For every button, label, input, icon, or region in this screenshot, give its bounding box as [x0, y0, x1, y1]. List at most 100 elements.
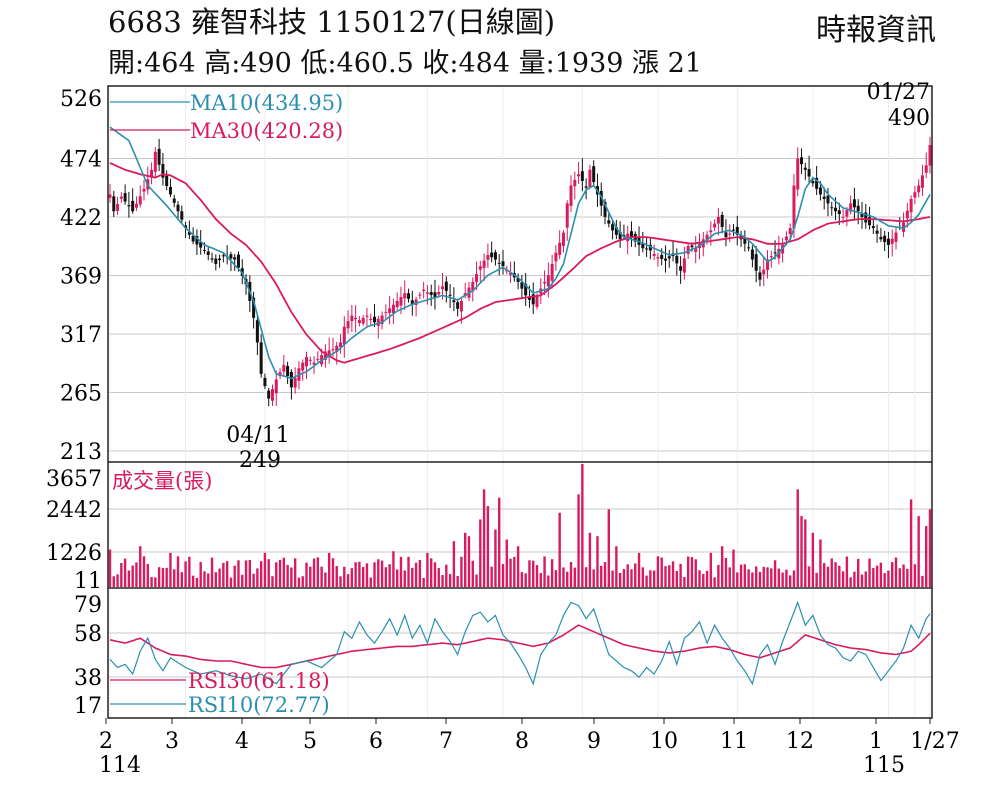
candle-body: [750, 249, 754, 260]
candle-body: [233, 257, 237, 260]
volume-bar: [486, 506, 490, 587]
candle-body: [127, 205, 131, 207]
candle-body: [728, 233, 732, 235]
candle-body: [346, 321, 350, 329]
volume-bar: [683, 577, 686, 587]
volume-bar: [365, 563, 369, 587]
volume-bar: [868, 558, 871, 587]
x-tick-label: 8: [515, 729, 529, 754]
volume-bar: [358, 561, 361, 587]
volume-bar: [592, 569, 595, 587]
volume-bar: [441, 575, 444, 587]
candle-body: [520, 282, 524, 289]
candle-body: [206, 251, 210, 255]
candle-body: [834, 207, 838, 212]
x-tick-label: 6: [369, 729, 383, 754]
volume-bar: [169, 552, 172, 587]
candle-body: [153, 151, 157, 172]
candle-body: [448, 294, 452, 296]
volume-bar: [411, 567, 414, 587]
chart-title: 6683 雍智科技 1150127(日線圖): [108, 5, 556, 39]
candle-body: [561, 232, 565, 246]
candle-body: [554, 252, 558, 262]
volume-bar: [471, 560, 474, 587]
legend-label: MA30(420.28): [190, 119, 343, 143]
volume-bar: [479, 519, 482, 587]
volume-bar: [581, 464, 584, 587]
volume-bar: [864, 571, 867, 587]
volume-bar: [286, 564, 289, 587]
volume-bar: [335, 566, 338, 587]
volume-bar: [252, 573, 255, 587]
volume-bar: [773, 560, 777, 587]
candle-body: [784, 236, 788, 241]
volume-bar: [278, 559, 282, 587]
volume-bar: [925, 526, 928, 587]
volume-bar: [127, 570, 131, 587]
candle-body: [663, 258, 667, 261]
candle-body: [580, 171, 584, 181]
volume-bar: [259, 561, 263, 587]
volume-bar: [615, 546, 618, 587]
volume-title: 成交量(張): [112, 469, 212, 493]
candle-body: [493, 252, 497, 260]
volume-bar: [157, 567, 161, 587]
candle-body: [509, 272, 513, 275]
candle-body: [116, 203, 120, 211]
candle-body: [886, 238, 890, 245]
x-tick-label: 2: [99, 729, 113, 754]
volume-bar: [747, 569, 750, 587]
candle-body: [119, 196, 123, 199]
volume-bar: [108, 549, 112, 587]
volume-bar: [547, 575, 550, 587]
volume-bar: [361, 567, 365, 587]
candle-body: [187, 231, 191, 235]
candle-body: [123, 193, 127, 202]
volume-bar: [195, 577, 199, 587]
candle-body: [694, 248, 698, 252]
volume-bar: [218, 568, 221, 587]
volume-bar: [841, 571, 845, 587]
volume-tick-label: 11: [74, 569, 102, 594]
volume-bar: [150, 576, 153, 587]
candle-body: [191, 235, 195, 242]
candle-body: [713, 223, 717, 228]
candle-body: [905, 210, 909, 219]
volume-bar: [796, 489, 799, 587]
volume-bar: [834, 562, 837, 587]
legend-label: RSI30(61.18): [188, 669, 330, 693]
candle-body: [894, 232, 898, 242]
candle-body: [289, 371, 293, 388]
annotation-date: 04/11: [226, 423, 289, 448]
candle-body: [168, 186, 172, 195]
volume-bar: [524, 573, 527, 587]
candle-body: [558, 242, 562, 255]
candle-body: [373, 316, 377, 323]
volume-bar: [875, 565, 879, 587]
candle-body: [357, 320, 361, 324]
candle-body: [391, 304, 395, 314]
volume-bar: [766, 567, 769, 587]
volume-bar: [804, 519, 807, 587]
candle-body: [452, 300, 456, 303]
volume-bar: [800, 516, 803, 587]
volume-bar: [558, 512, 561, 587]
candle-body: [607, 220, 611, 224]
volume-bar: [830, 558, 833, 587]
volume-bar: [191, 575, 195, 587]
candle-body: [342, 326, 346, 345]
candle-body: [645, 248, 649, 250]
volume-bar: [309, 566, 312, 587]
volume-bar: [267, 559, 270, 587]
volume-bar: [584, 567, 588, 587]
volume-bar: [513, 556, 516, 587]
volume-bar: [894, 557, 898, 587]
volume-bar: [173, 569, 176, 587]
volume-bar: [369, 577, 372, 587]
candle-body: [720, 214, 724, 227]
volume-bar: [577, 494, 580, 587]
candle-body: [603, 202, 607, 217]
candle-body: [815, 177, 819, 189]
y-tick-label: 317: [60, 323, 102, 348]
volume-bar: [656, 556, 660, 587]
